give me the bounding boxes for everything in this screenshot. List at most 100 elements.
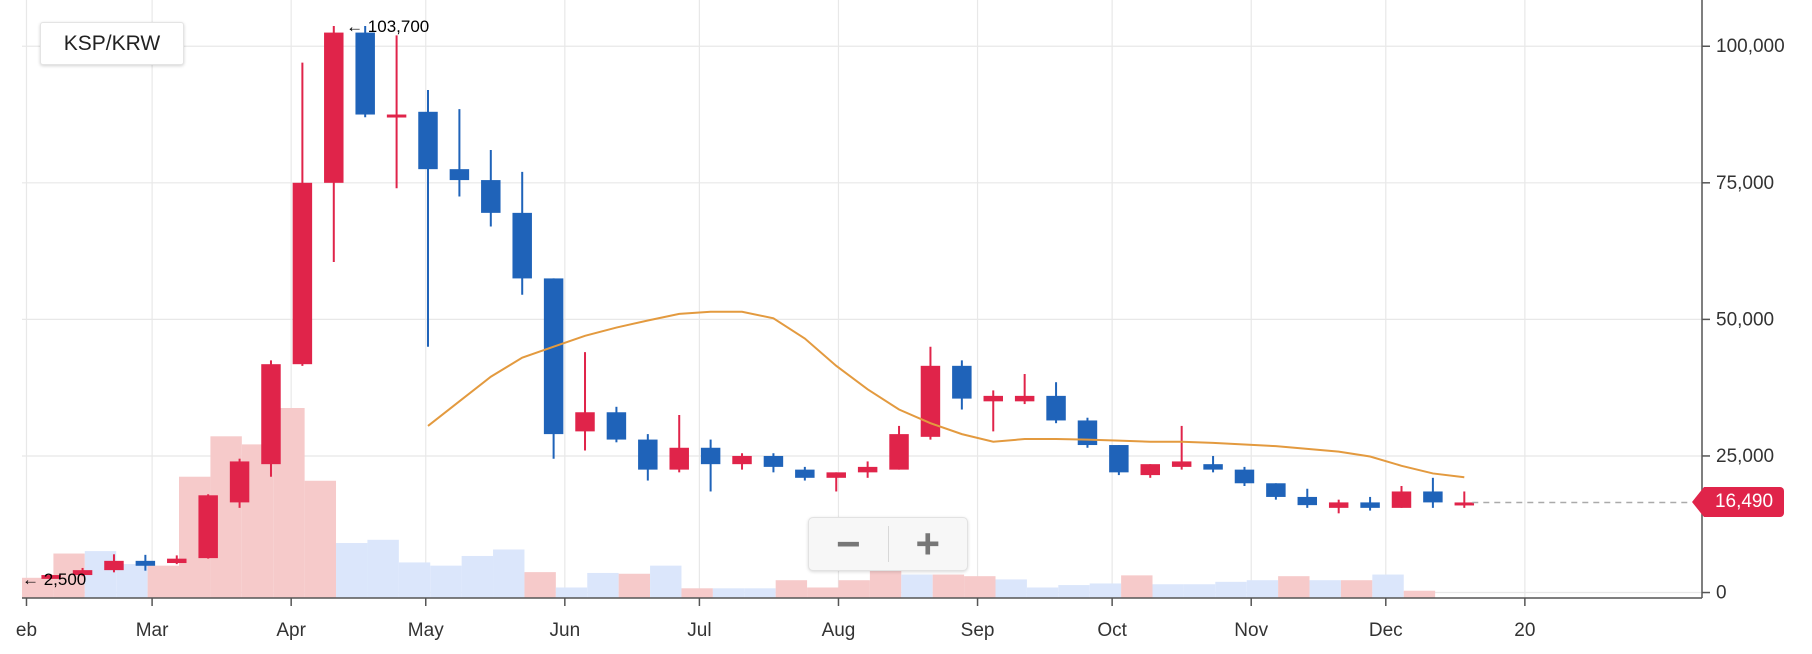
candle-body	[983, 395, 1003, 402]
x-tick-label: 20	[1514, 620, 1535, 641]
candle-body	[324, 32, 344, 183]
volume-bar	[1089, 583, 1122, 598]
volume-bar	[1340, 580, 1373, 598]
volume-bar	[587, 572, 619, 598]
candle-body	[1266, 483, 1286, 497]
candle-body	[575, 412, 595, 432]
candle-body	[512, 212, 532, 279]
x-tick-label: Dec	[1369, 620, 1403, 641]
candle-body	[1014, 395, 1035, 402]
volume-bar	[932, 574, 965, 598]
x-tick-label: eb	[16, 620, 37, 641]
candle-body	[700, 447, 721, 465]
volume-bar	[1278, 576, 1310, 598]
volume-bar	[555, 587, 588, 598]
y-tick-label: 100,000	[1716, 36, 1785, 57]
candle-body	[449, 169, 470, 181]
pair-label: KSP/KRW	[63, 31, 161, 55]
volume-bar	[1152, 584, 1184, 598]
last-price-badge: 16,490	[1692, 487, 1784, 518]
candle-body	[638, 439, 658, 470]
x-tick-label: Oct	[1097, 620, 1127, 641]
x-tick-label: Mar	[136, 620, 169, 641]
x-tick-label: Sep	[961, 620, 995, 641]
volume-bar	[461, 555, 494, 598]
y-tick-label: 50,000	[1716, 309, 1774, 330]
zoom-in-button[interactable]: +	[915, 520, 941, 567]
candle-body	[763, 455, 784, 467]
x-tick-label: Apr	[276, 620, 306, 641]
volume-bar	[995, 579, 1027, 598]
last-price-value: 16,490	[1704, 487, 1784, 518]
volume-bar	[807, 587, 839, 598]
volume-bar	[1183, 584, 1216, 598]
candle-body	[889, 434, 909, 470]
candle-body	[669, 447, 689, 470]
axes: 0 25,000 50,000 75,000 100,000 eb Mar Apr May Jun…	[16, 36, 1785, 641]
candle-body	[1454, 502, 1475, 506]
x-tick-label: Nov	[1234, 620, 1268, 641]
candle-body	[72, 570, 93, 576]
candle-body	[1046, 395, 1066, 421]
candle-body	[857, 466, 878, 473]
zoom-out-button[interactable]: −	[835, 520, 861, 567]
y-tick-label: 25,000	[1716, 446, 1774, 467]
candle-body	[1171, 461, 1192, 467]
volume-bar	[1026, 587, 1059, 598]
candle-body	[952, 365, 972, 399]
candle-body	[386, 114, 407, 118]
zoom-divider	[887, 526, 889, 562]
candle-body	[1140, 464, 1161, 476]
y-tick-label: 0	[1716, 583, 1727, 604]
candle-body	[1391, 491, 1412, 508]
volume-bar	[618, 573, 651, 598]
max-price-annotation: ← 103,700	[346, 17, 429, 36]
candle-body	[1109, 445, 1129, 473]
candle-body	[920, 365, 941, 437]
volume-bar	[1058, 585, 1090, 598]
candle-body	[481, 180, 501, 213]
volume-bar	[681, 588, 713, 598]
moving-average-line	[427, 310, 1465, 479]
volume-bar	[398, 562, 431, 598]
volume-bar	[1309, 580, 1341, 598]
volume-bars	[22, 408, 1436, 598]
volume-bar	[712, 588, 745, 598]
volume-bar	[1372, 574, 1404, 598]
x-tick-label: Jun	[550, 620, 581, 641]
candle-body	[261, 364, 281, 465]
candle-body	[732, 455, 752, 465]
volume-bar	[650, 565, 682, 598]
volume-bar	[493, 549, 525, 598]
candle-body	[1328, 502, 1349, 508]
volume-bar	[1403, 590, 1436, 598]
volume-bar	[869, 568, 902, 598]
candle-body	[167, 558, 187, 564]
volume-bar	[901, 574, 933, 598]
volume-bar	[838, 580, 870, 598]
candle-body	[418, 111, 438, 170]
volume-bar	[964, 576, 996, 598]
x-tick-label: Jul	[687, 620, 711, 641]
candle-body	[1360, 502, 1380, 508]
candle-body	[41, 575, 61, 579]
volume-bar	[147, 565, 180, 598]
volume-bar	[22, 577, 54, 598]
candle-body	[198, 495, 218, 559]
volume-bar	[775, 580, 808, 598]
y-tick-label: 75,000	[1716, 173, 1774, 194]
candle-body	[543, 278, 564, 435]
candle-body	[1203, 464, 1223, 470]
volume-bar	[430, 565, 462, 598]
candle-body	[1234, 469, 1255, 484]
candle-body	[229, 461, 250, 503]
candle-body	[1297, 496, 1318, 506]
x-tick-label: May	[408, 620, 444, 641]
candle-body	[1423, 491, 1443, 503]
zoom-controls: − +	[808, 517, 968, 571]
volume-bar	[524, 572, 556, 598]
min-price-annotation: ← 2,500	[22, 570, 86, 589]
last-price-badge-arrow	[1692, 487, 1704, 518]
candle-body	[606, 412, 627, 440]
